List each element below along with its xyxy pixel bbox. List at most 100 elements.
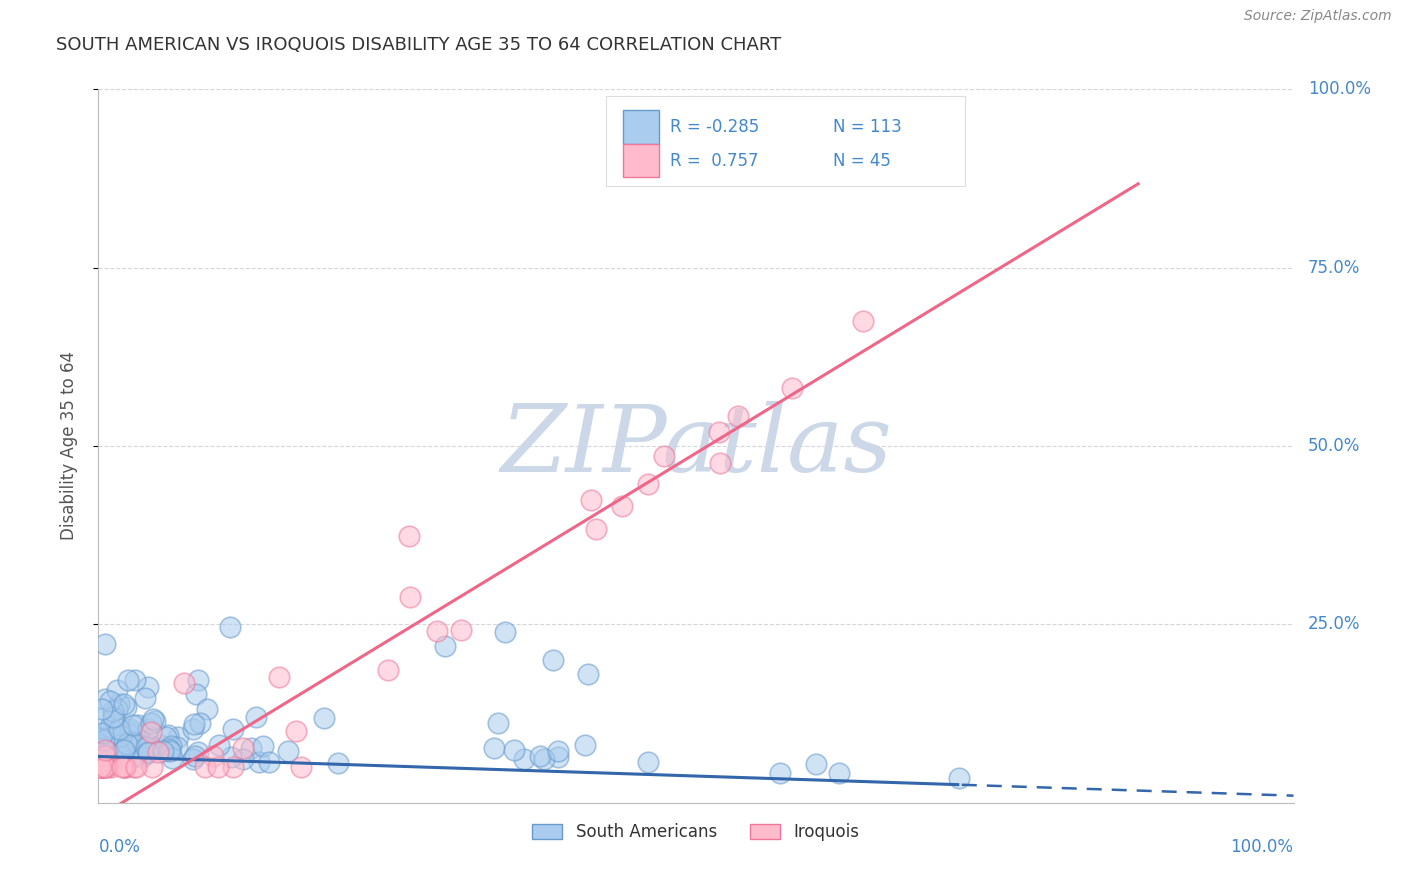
Point — [183, 748, 205, 763]
Text: R = -0.285: R = -0.285 — [669, 118, 759, 136]
Point — [93, 733, 115, 747]
Point — [852, 314, 875, 328]
Point — [222, 722, 245, 736]
Text: 100.0%: 100.0% — [1308, 80, 1371, 98]
Point — [94, 748, 117, 763]
Point — [187, 745, 209, 759]
Point — [96, 760, 118, 774]
Point — [134, 691, 156, 706]
Point — [195, 702, 218, 716]
Point — [89, 740, 111, 755]
Point — [328, 756, 350, 771]
Point — [112, 736, 135, 750]
Point — [98, 719, 121, 733]
Point — [100, 760, 122, 774]
Point — [377, 663, 399, 677]
Point — [122, 760, 145, 774]
Point — [768, 766, 790, 780]
Point — [494, 624, 516, 639]
Point — [105, 749, 128, 764]
Point — [114, 760, 136, 774]
Point — [159, 744, 181, 758]
Point — [136, 680, 159, 694]
Point — [290, 760, 312, 774]
Y-axis label: Disability Age 35 to 64: Disability Age 35 to 64 — [59, 351, 77, 541]
Point — [828, 765, 851, 780]
Point — [89, 738, 111, 752]
Point — [184, 687, 207, 701]
FancyBboxPatch shape — [623, 144, 659, 178]
Text: N = 45: N = 45 — [834, 152, 891, 169]
Point — [94, 747, 117, 762]
Point — [503, 743, 526, 757]
Point — [90, 760, 112, 774]
Point — [135, 741, 157, 756]
Point — [91, 760, 114, 774]
Point — [114, 749, 136, 764]
Point — [91, 726, 114, 740]
Point — [637, 477, 659, 491]
Point — [247, 755, 270, 769]
Point — [727, 409, 749, 423]
Point — [107, 723, 129, 737]
Point — [245, 710, 267, 724]
Point — [136, 747, 159, 761]
Point — [426, 624, 449, 639]
Point — [181, 752, 204, 766]
Point — [267, 670, 290, 684]
Point — [482, 741, 505, 756]
Point — [89, 731, 111, 746]
Point — [138, 738, 160, 752]
Point — [707, 425, 730, 439]
Point — [115, 737, 138, 751]
Point — [222, 760, 245, 774]
Point — [232, 752, 254, 766]
Point — [94, 692, 117, 706]
Point — [709, 456, 731, 470]
Point — [135, 739, 157, 754]
Point — [89, 745, 111, 759]
Point — [207, 760, 229, 774]
Point — [93, 760, 115, 774]
Point — [547, 744, 569, 758]
Point — [637, 756, 659, 770]
Text: Source: ZipAtlas.com: Source: ZipAtlas.com — [1244, 9, 1392, 23]
Text: 75.0%: 75.0% — [1308, 259, 1360, 277]
Point — [136, 722, 159, 736]
Point — [114, 699, 136, 714]
Point — [252, 739, 274, 753]
Point — [90, 741, 112, 756]
Point — [111, 760, 134, 774]
Point — [166, 740, 188, 755]
Point — [121, 750, 143, 764]
Point — [312, 711, 335, 725]
Point — [89, 760, 111, 774]
Point — [547, 750, 569, 764]
Point — [533, 752, 555, 766]
Point — [149, 738, 172, 752]
Point — [612, 499, 634, 513]
Point — [581, 493, 603, 508]
Point — [105, 683, 128, 698]
Point — [141, 759, 163, 773]
Point — [143, 714, 166, 728]
Point — [101, 704, 124, 718]
Point — [98, 694, 121, 708]
Point — [486, 715, 509, 730]
Point — [93, 759, 115, 773]
Point — [96, 744, 118, 758]
Point — [188, 715, 211, 730]
Point — [93, 743, 115, 757]
Point — [285, 724, 308, 739]
Point — [114, 760, 136, 774]
Point — [89, 760, 111, 774]
Point — [585, 522, 607, 536]
Point — [120, 724, 142, 739]
Point — [105, 702, 128, 716]
Point — [780, 381, 803, 395]
Point — [157, 728, 180, 742]
Text: ZIPatlas: ZIPatlas — [501, 401, 891, 491]
Point — [125, 760, 148, 774]
Point — [512, 751, 534, 765]
Point — [948, 771, 970, 785]
